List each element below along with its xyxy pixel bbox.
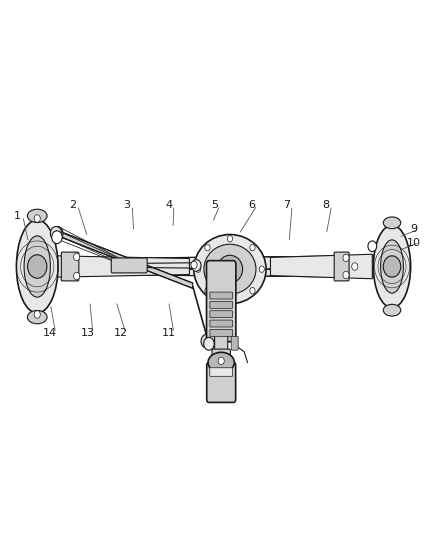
- Ellipse shape: [27, 209, 47, 223]
- Ellipse shape: [24, 236, 50, 297]
- Circle shape: [204, 337, 214, 350]
- Circle shape: [343, 254, 349, 262]
- Circle shape: [191, 261, 197, 269]
- Circle shape: [28, 255, 47, 278]
- Text: 6: 6: [248, 200, 255, 210]
- FancyBboxPatch shape: [210, 292, 233, 299]
- Circle shape: [250, 245, 255, 251]
- Circle shape: [368, 241, 377, 252]
- Circle shape: [195, 266, 201, 272]
- Text: 8: 8: [323, 200, 330, 210]
- Text: 1: 1: [14, 211, 21, 221]
- FancyBboxPatch shape: [207, 261, 236, 342]
- Circle shape: [227, 296, 233, 303]
- Ellipse shape: [194, 235, 266, 304]
- Circle shape: [52, 227, 63, 240]
- Ellipse shape: [17, 220, 58, 313]
- Ellipse shape: [383, 217, 401, 229]
- Text: 7: 7: [283, 200, 290, 210]
- Ellipse shape: [373, 225, 411, 308]
- Circle shape: [383, 256, 401, 277]
- FancyBboxPatch shape: [334, 252, 349, 281]
- Polygon shape: [57, 256, 189, 277]
- FancyBboxPatch shape: [210, 368, 233, 376]
- Ellipse shape: [27, 310, 47, 324]
- FancyBboxPatch shape: [61, 252, 79, 281]
- Text: 4: 4: [165, 200, 172, 210]
- Circle shape: [74, 272, 80, 280]
- FancyBboxPatch shape: [111, 258, 147, 273]
- Circle shape: [191, 260, 201, 271]
- Circle shape: [34, 215, 40, 222]
- Ellipse shape: [204, 244, 256, 294]
- Circle shape: [352, 263, 358, 270]
- Circle shape: [201, 334, 212, 348]
- Text: 14: 14: [43, 328, 57, 338]
- FancyBboxPatch shape: [231, 336, 238, 350]
- FancyBboxPatch shape: [210, 302, 233, 308]
- Circle shape: [34, 311, 40, 318]
- Polygon shape: [61, 256, 381, 277]
- Text: 13: 13: [81, 328, 95, 338]
- Circle shape: [52, 231, 62, 244]
- Text: 2: 2: [69, 200, 76, 210]
- Text: 9: 9: [410, 224, 417, 234]
- FancyBboxPatch shape: [207, 362, 236, 402]
- Text: 10: 10: [407, 238, 421, 247]
- FancyBboxPatch shape: [210, 311, 233, 318]
- Text: 11: 11: [162, 328, 176, 338]
- FancyBboxPatch shape: [212, 349, 230, 371]
- Ellipse shape: [381, 240, 403, 293]
- Circle shape: [227, 236, 233, 242]
- Circle shape: [205, 287, 210, 294]
- Text: 5: 5: [211, 200, 218, 210]
- Circle shape: [74, 253, 80, 261]
- Circle shape: [205, 245, 210, 251]
- Ellipse shape: [217, 255, 243, 283]
- Ellipse shape: [208, 352, 234, 373]
- Polygon shape: [58, 231, 193, 288]
- Circle shape: [50, 227, 62, 240]
- Circle shape: [218, 357, 224, 365]
- Polygon shape: [271, 254, 372, 279]
- Text: 3: 3: [124, 200, 131, 210]
- FancyBboxPatch shape: [210, 329, 233, 336]
- Ellipse shape: [383, 304, 401, 316]
- Text: 12: 12: [113, 328, 127, 338]
- FancyBboxPatch shape: [210, 320, 233, 327]
- Circle shape: [343, 271, 349, 279]
- Circle shape: [259, 266, 265, 272]
- FancyBboxPatch shape: [215, 332, 228, 367]
- Circle shape: [250, 287, 255, 294]
